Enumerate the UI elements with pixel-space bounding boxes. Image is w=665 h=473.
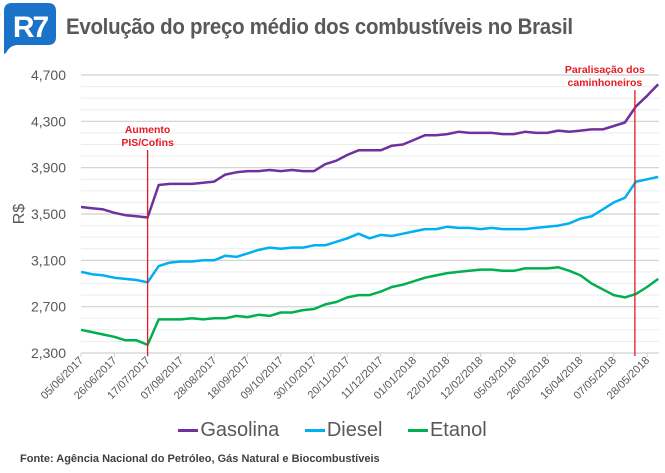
- y-axis-label: R$: [11, 204, 28, 225]
- legend-item-etanol[interactable]: Etanol: [407, 419, 487, 442]
- legend-label-gasolina: Gasolina: [200, 419, 280, 441]
- y-tick-label: 2,700: [31, 299, 66, 315]
- series-line-etanol: [80, 266, 659, 347]
- legend-item-diesel[interactable]: Diesel: [304, 419, 383, 442]
- annotation-label: Aumento: [125, 124, 171, 136]
- annotation-label: caminhoneiros: [568, 77, 643, 89]
- y-tick-label: 4,300: [31, 113, 66, 129]
- series-line-diesel: [80, 175, 659, 284]
- legend-label-diesel: Diesel: [326, 419, 383, 441]
- source-note: Fonte: Agência Nacional do Petróleo, Gás…: [20, 453, 380, 465]
- y-tick-label: 3,900: [31, 160, 66, 176]
- svg-text:R7: R7: [13, 11, 49, 44]
- legend-item-gasolina[interactable]: Gasolina: [178, 419, 279, 442]
- r7-logo: R7: [4, 3, 56, 55]
- series-line-gasolina: [80, 83, 660, 219]
- legend-swatch-diesel: [304, 429, 325, 433]
- r7-logo-mark: R7: [4, 3, 56, 54]
- legend-swatch-gasolina: [178, 429, 199, 433]
- annotation-label: PIS/Cofins: [121, 137, 174, 149]
- legend-swatch-etanol: [407, 429, 428, 433]
- annotation-label: Paralisação dos: [565, 64, 645, 76]
- y-tick-label: 3,100: [31, 252, 66, 268]
- chart-title: Evolução do preço médio dos combustíveis…: [66, 14, 573, 39]
- legend-label-etanol: Etanol: [429, 419, 487, 441]
- y-tick-label: 3,500: [31, 206, 66, 222]
- y-tick-label: 2,300: [31, 345, 66, 361]
- line-chart: 2,3002,7003,1003,5003,9004,3004,700R$05/…: [11, 64, 660, 402]
- chart-legend: Gasolina Diesel Etanol: [0, 419, 665, 442]
- y-tick-label: 4,700: [31, 67, 66, 83]
